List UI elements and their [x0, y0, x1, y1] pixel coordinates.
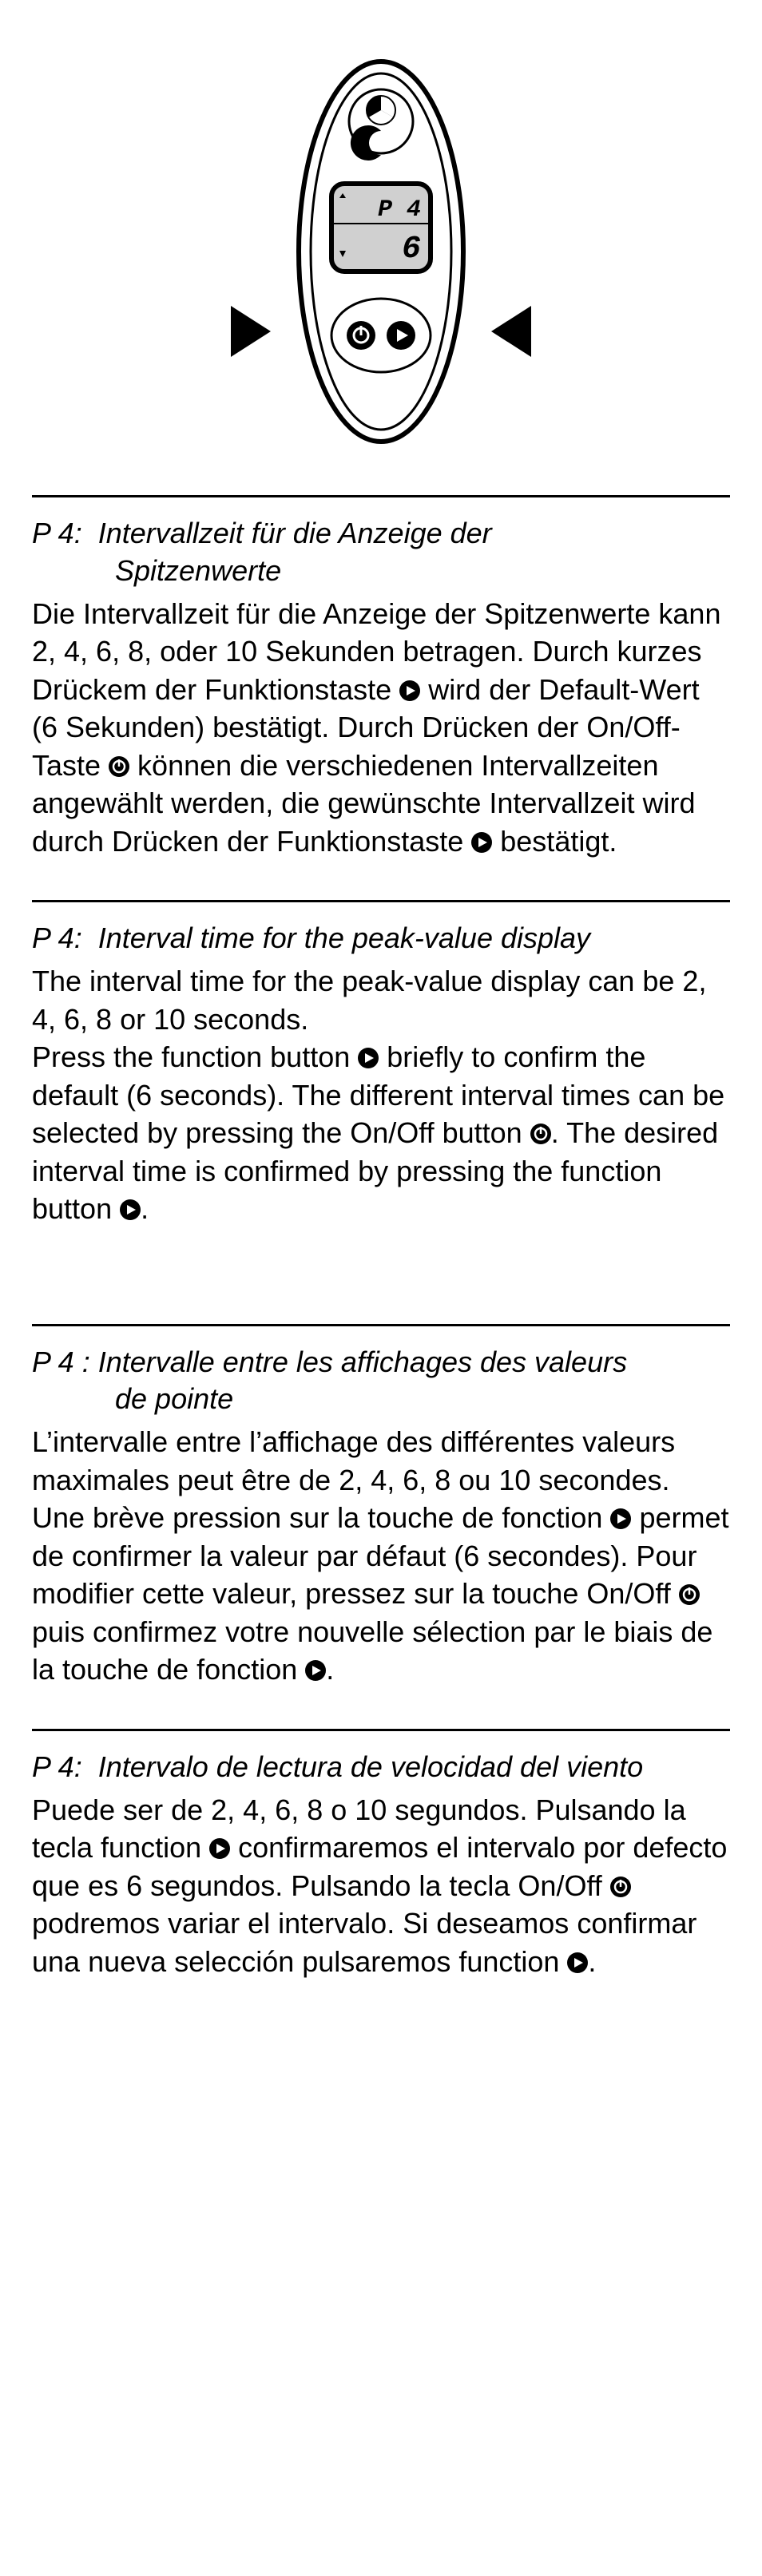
- arrow-right-icon: [231, 306, 271, 357]
- play-icon: [305, 1660, 326, 1681]
- heading-prefix: P 4:: [32, 517, 82, 549]
- svg-text:P 4: P 4: [378, 196, 421, 224]
- heading-es: P 4: Intervalo de lectura de velocidad d…: [32, 1749, 730, 1786]
- section-en: P 4: Interval time for the peak-value di…: [32, 900, 730, 1267]
- device-illustration: P 4 6: [32, 32, 730, 495]
- arrow-left-icon: [491, 306, 531, 357]
- heading-text: Interval time for the peak-value display: [98, 921, 590, 954]
- body-en-2: Press the function button briefly to con…: [32, 1038, 730, 1228]
- power-icon: [610, 1877, 631, 1897]
- svg-text:6: 6: [402, 232, 421, 268]
- section-es: P 4: Intervalo de lectura de velocidad d…: [32, 1729, 730, 2020]
- play-icon: [567, 1952, 588, 1973]
- play-icon: [209, 1838, 230, 1859]
- heading-text: Intervallzeit für die Anzeige der: [98, 517, 492, 549]
- heading-prefix: P 4 :: [32, 1345, 90, 1378]
- heading-cont: Spitzenwerte: [32, 553, 730, 590]
- heading-prefix: P 4:: [32, 1750, 82, 1783]
- heading-fr: P 4 : Intervalle entre les affichages de…: [32, 1344, 730, 1419]
- power-icon: [109, 756, 129, 777]
- play-icon: [358, 1048, 379, 1068]
- anemometer-device: P 4 6: [293, 56, 469, 447]
- play-icon: [471, 832, 492, 853]
- heading-cont: de pointe: [32, 1381, 730, 1418]
- heading-text: Intervalle entre les affichages des vale…: [98, 1345, 627, 1378]
- play-icon: [610, 1508, 631, 1529]
- body-es: Puede ser de 2, 4, 6, 8 o 10 segundos. P…: [32, 1791, 730, 1981]
- power-icon: [530, 1124, 551, 1144]
- power-icon: [679, 1584, 700, 1605]
- body-de: Die Intervallzeit für die Anzeige der Sp…: [32, 595, 730, 861]
- heading-de: P 4: Intervallzeit für die Anzeige der S…: [32, 515, 730, 590]
- section-de: P 4: Intervallzeit für die Anzeige der S…: [32, 495, 730, 900]
- body-en-1: The interval time for the peak-value dis…: [32, 962, 730, 1038]
- play-icon: [120, 1199, 141, 1220]
- heading-en: P 4: Interval time for the peak-value di…: [32, 920, 730, 957]
- body-fr: L’intervalle entre l’affichage des diffé…: [32, 1423, 730, 1689]
- play-icon: [399, 680, 420, 701]
- section-fr: P 4 : Intervalle entre les affichages de…: [32, 1324, 730, 1729]
- heading-prefix: P 4:: [32, 921, 82, 954]
- heading-text: Intervalo de lectura de velocidad del vi…: [98, 1750, 643, 1783]
